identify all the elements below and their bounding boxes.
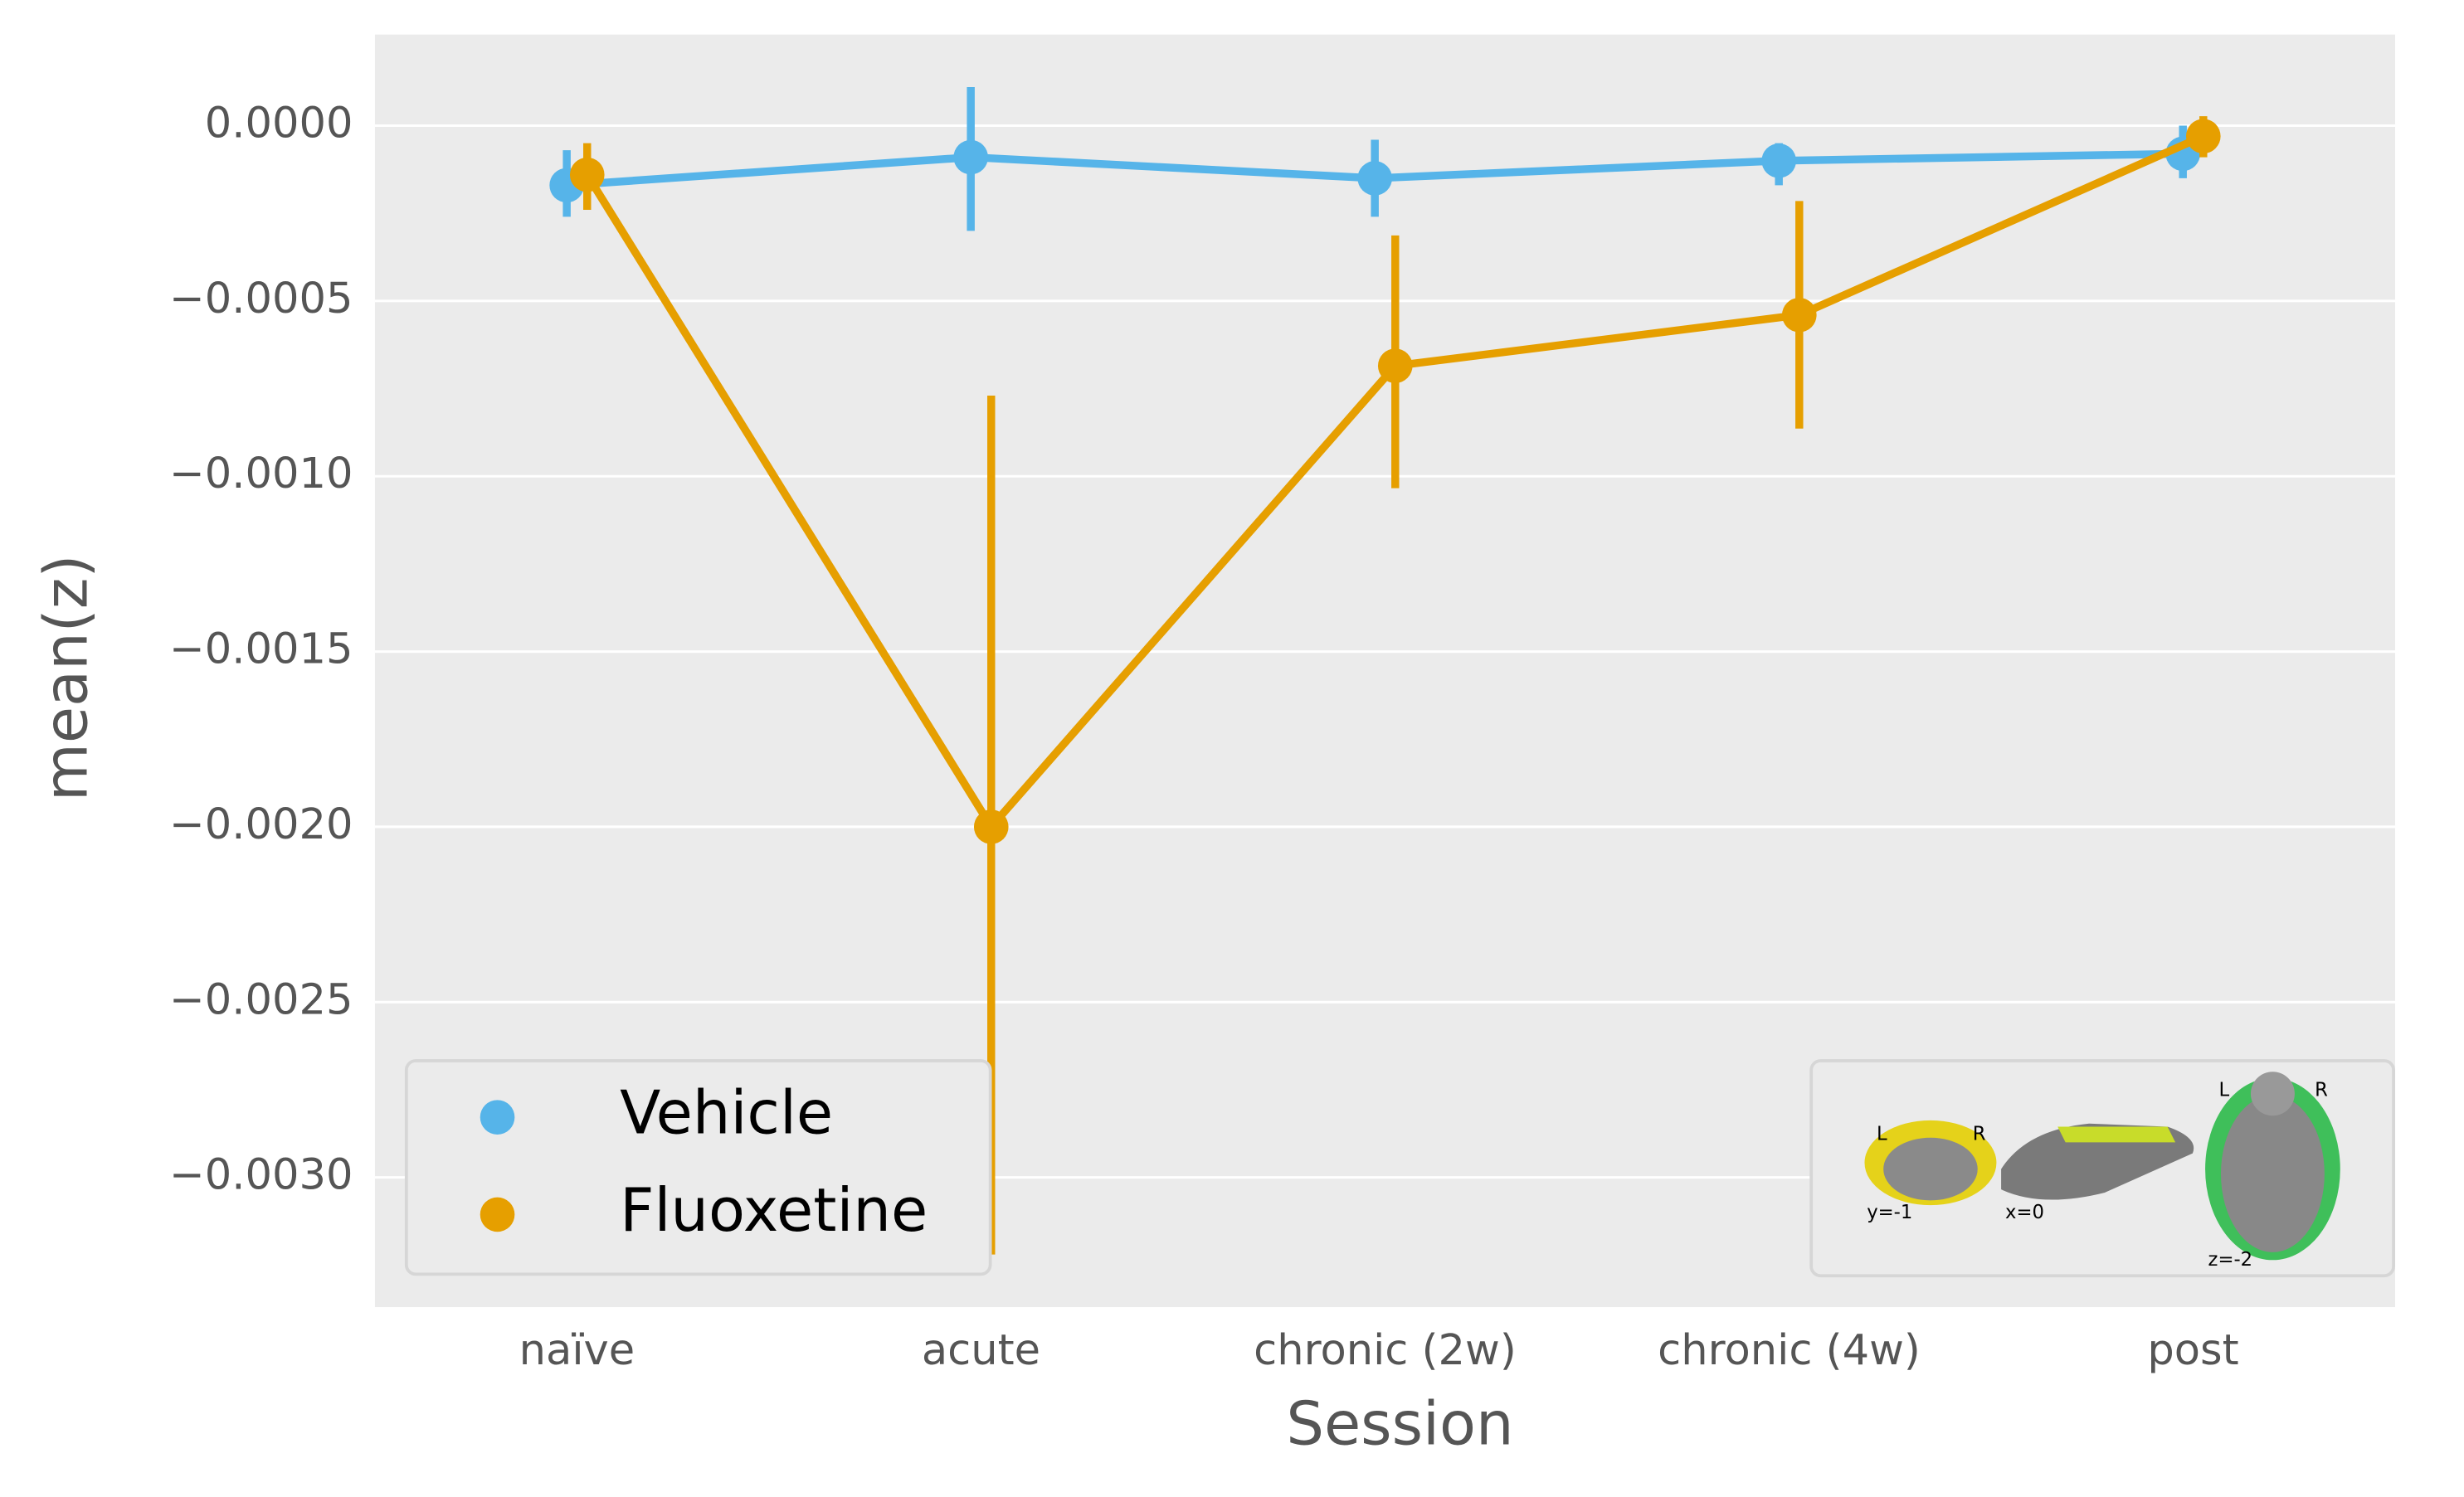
brain-sagittal: [2001, 1123, 2194, 1200]
legend-marker: [480, 1197, 515, 1232]
inset-label: L: [2218, 1079, 2229, 1101]
inset-label: R: [2315, 1079, 2328, 1101]
inset-label: L: [1877, 1123, 1887, 1145]
y-tick-label: −0.0010: [169, 450, 353, 498]
legend: Vehicle Fluoxetine: [404, 1059, 992, 1276]
legend-marker: [480, 1100, 515, 1135]
legend-frame: [404, 1059, 992, 1276]
point: [1781, 297, 1817, 333]
legend-label: Fluoxetine: [620, 1175, 928, 1245]
brain-coronal-core: [1883, 1137, 1978, 1201]
x-axis-label: Session: [1286, 1388, 1513, 1458]
point: [1357, 161, 1392, 196]
brain-sagittal-map: [2057, 1126, 2176, 1143]
inset-label: z=-2: [2208, 1249, 2253, 1271]
inset: L Ry=-1 x=0 L Rz=-2: [1809, 1059, 2395, 1278]
point: [2185, 119, 2221, 154]
y-axis-label: mean(z): [31, 555, 100, 802]
y-tick-label: −0.0020: [169, 800, 353, 849]
inset-label: y=-1: [1867, 1202, 1912, 1223]
y-tick-label: −0.0030: [169, 1151, 353, 1200]
x-tick-label: naïve: [519, 1326, 635, 1375]
x-tick-label: chronic (4w): [1658, 1326, 1921, 1375]
point: [1761, 143, 1796, 178]
brain-axial-core: [2220, 1095, 2325, 1252]
y-tick-label: −0.0025: [169, 975, 353, 1024]
inset-label: R: [1973, 1123, 1986, 1145]
y-tick-label: −0.0005: [169, 275, 353, 323]
point: [953, 139, 988, 175]
brain-axial-bulb: [2250, 1072, 2295, 1116]
y-tick-label: −0.0015: [169, 625, 353, 674]
inset-label: x=0: [2005, 1202, 2044, 1223]
x-tick-label: chronic (2w): [1254, 1326, 1517, 1375]
point: [973, 809, 1009, 844]
point: [569, 157, 605, 192]
y-tick-label: 0.0000: [205, 100, 353, 148]
x-tick-label: acute: [922, 1326, 1040, 1375]
point: [1377, 348, 1413, 383]
x-tick-label: post: [2147, 1326, 2238, 1375]
legend-label: Vehicle: [620, 1078, 833, 1148]
